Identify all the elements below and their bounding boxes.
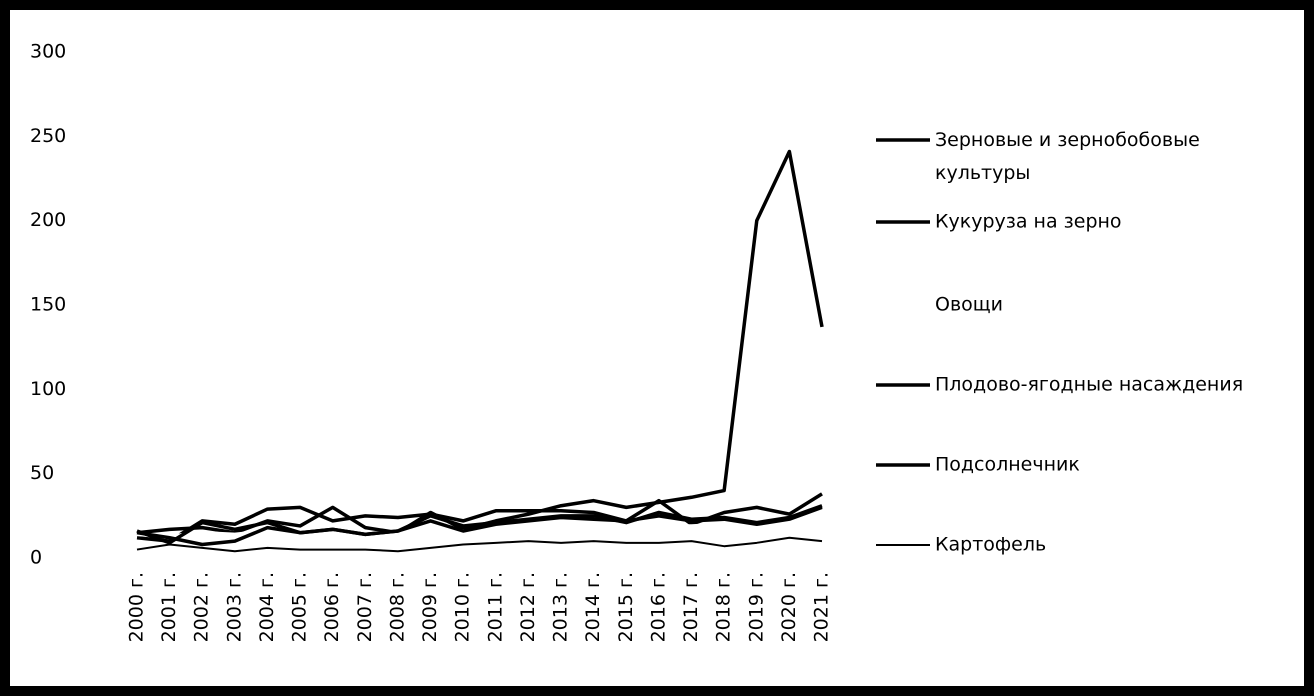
x-tick-label: 2003 г. — [223, 572, 245, 642]
x-tick-label: 2008 г. — [386, 572, 408, 642]
y-tick-label: 250 — [30, 125, 66, 147]
y-tick-label: 300 — [30, 41, 66, 63]
x-tick-label: 2006 г. — [321, 572, 343, 642]
x-tick-label: 2010 г. — [452, 572, 474, 642]
x-tick-label: 2014 г. — [582, 572, 604, 642]
series-line — [136, 504, 823, 545]
x-tick-label: 2004 г. — [256, 572, 278, 642]
y-tick-label: 50 — [30, 462, 54, 484]
x-tick-label: 2020 г. — [778, 572, 800, 642]
legend-label: Кукуруза на зерно — [935, 211, 1122, 233]
legend-label: Плодово-ягодные насаждения — [935, 374, 1243, 396]
x-tick-label: 2009 г. — [419, 572, 441, 642]
legend-label: Овощи — [935, 294, 1003, 316]
x-tick-label: 2007 г. — [354, 572, 376, 642]
x-tick-label: 2021 г. — [811, 572, 833, 642]
x-tick-label: 2002 г. — [191, 572, 213, 642]
x-tick-label: 2017 г. — [680, 572, 702, 642]
x-tick-label: 2018 г. — [713, 572, 735, 642]
legend-label-line: Зерновые и зернобобовые — [935, 129, 1200, 151]
x-tick-label: 2001 г. — [158, 572, 180, 642]
y-tick-label: 0 — [30, 547, 42, 569]
x-tick-label: 2012 г. — [517, 572, 539, 642]
x-tick-label: 2016 г. — [647, 572, 669, 642]
legend-label: Подсолнечник — [935, 454, 1080, 476]
x-tick-label: 2000 г. — [126, 572, 148, 642]
legend-label-line: культуры — [935, 162, 1030, 184]
x-tick-label: 2011 г. — [484, 572, 506, 642]
x-tick-label: 2013 г. — [550, 572, 572, 642]
legend-label: Картофель — [935, 534, 1046, 556]
legend-label: Зерновые и зернобобовые культуры — [935, 129, 1200, 184]
x-tick-label: 2005 г. — [289, 572, 311, 642]
y-tick-label: 100 — [30, 378, 66, 400]
x-tick-label: 2019 г. — [745, 572, 767, 642]
series-line — [136, 536, 823, 553]
y-tick-label: 200 — [30, 209, 66, 231]
x-tick-label: 2015 г. — [615, 572, 637, 642]
y-tick-label: 150 — [30, 294, 66, 316]
